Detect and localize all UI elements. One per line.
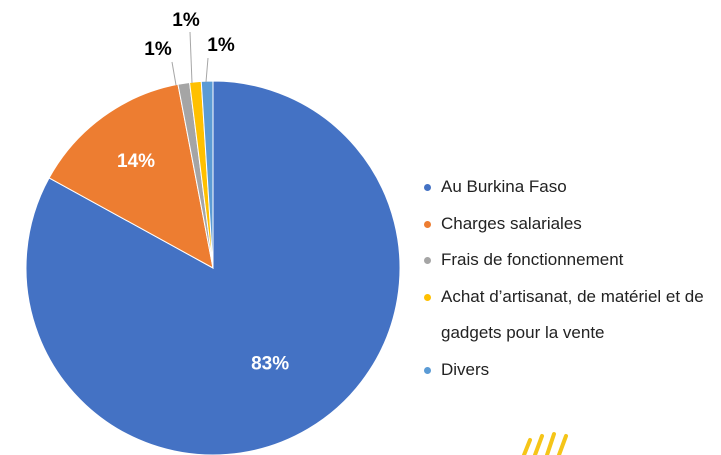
legend-label: Achat d’artisanat, de matériel et de gad… (441, 286, 704, 343)
data-label: 1% (144, 39, 172, 60)
legend-marker (424, 293, 431, 301)
pie-slice (200, 80, 214, 269)
data-label: 1% (172, 10, 200, 31)
data-label: 83% (251, 354, 289, 375)
leader-line (205, 57, 209, 83)
legend-label: Charges salariales (441, 213, 582, 233)
legend-item: Divers (422, 352, 721, 389)
legend-label: Frais de fonctionnement (441, 250, 624, 269)
legend-label: Au Burkina Faso (441, 177, 567, 196)
legend-item: Charges salariales (422, 206, 721, 243)
legend-item: Au Burkina Faso (422, 169, 721, 206)
legend-marker (424, 257, 431, 264)
legend-marker (424, 220, 431, 228)
leader-line (171, 61, 177, 86)
leader-line (189, 31, 193, 84)
legend: Au Burkina Faso Charges salariales Frais d… (422, 169, 721, 388)
legend-marker (424, 366, 431, 374)
data-label: 1% (207, 35, 235, 56)
data-label: 14% (117, 151, 155, 172)
legend-item: Frais de fonctionnement (422, 242, 721, 279)
decoration (522, 432, 568, 455)
legend-item: Achat d’artisanat, de matériel et de gad… (422, 279, 721, 352)
pie-slice (48, 83, 214, 269)
legend-marker (424, 184, 431, 191)
legend-label: Divers (441, 359, 490, 379)
